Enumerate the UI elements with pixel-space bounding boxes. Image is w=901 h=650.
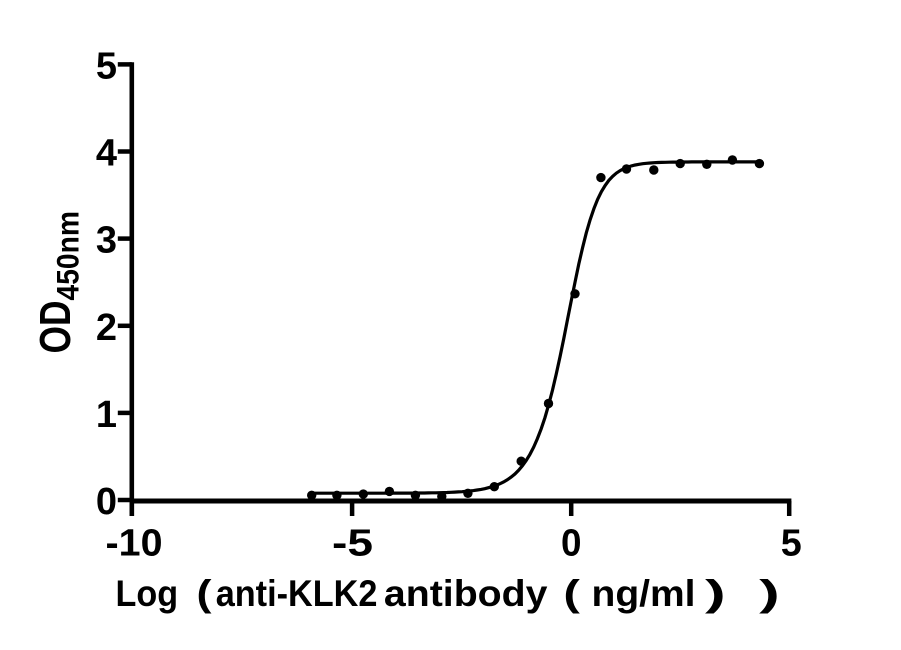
svg-text:Log: Log (116, 573, 179, 614)
svg-text:-10: -10 (106, 522, 163, 564)
svg-text:1: 1 (96, 394, 117, 436)
svg-text:(: ( (563, 573, 580, 614)
svg-text:): ) (759, 573, 780, 614)
svg-text:OD450nm: OD450nm (31, 211, 85, 354)
svg-text:antibody: antibody (384, 573, 548, 614)
svg-text:): ) (705, 573, 726, 614)
svg-text:2: 2 (96, 307, 117, 349)
svg-text:(: ( (197, 573, 213, 614)
svg-text:-5: -5 (332, 522, 373, 564)
svg-text:0: 0 (96, 481, 117, 523)
svg-text:3: 3 (96, 220, 117, 262)
svg-text:ng/ml: ng/ml (592, 573, 696, 614)
svg-text:0: 0 (561, 522, 582, 564)
svg-text:5: 5 (781, 522, 802, 564)
svg-text:4: 4 (96, 133, 117, 175)
svg-text:anti-KLK2: anti-KLK2 (216, 573, 378, 614)
svg-text:5: 5 (96, 46, 117, 88)
